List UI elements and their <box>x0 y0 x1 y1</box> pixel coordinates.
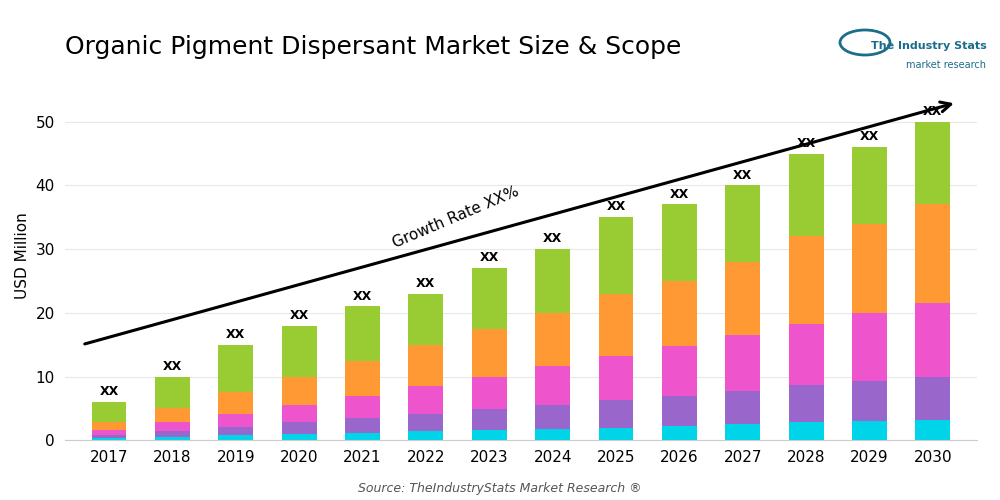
Bar <box>472 409 507 430</box>
Bar <box>472 268 507 329</box>
Bar <box>535 313 570 366</box>
Bar <box>282 405 317 422</box>
Bar <box>155 376 190 408</box>
Bar <box>408 414 443 432</box>
Bar <box>282 376 317 405</box>
Bar <box>535 429 570 440</box>
Bar <box>472 376 507 409</box>
Text: XX: XX <box>353 290 372 302</box>
Text: XX: XX <box>99 385 119 398</box>
Bar <box>472 430 507 440</box>
Text: XX: XX <box>290 308 309 322</box>
Bar <box>789 236 824 324</box>
Bar <box>218 344 253 393</box>
Bar <box>599 428 633 440</box>
Text: XX: XX <box>226 328 245 341</box>
Bar <box>725 262 760 335</box>
Bar <box>852 381 887 421</box>
Bar <box>408 432 443 440</box>
Bar <box>852 147 887 224</box>
Bar <box>599 400 633 427</box>
Text: XX: XX <box>670 188 689 200</box>
Bar <box>155 432 190 437</box>
Bar <box>599 294 633 356</box>
Bar <box>345 306 380 360</box>
Bar <box>662 281 697 346</box>
Text: market research: market research <box>906 60 986 70</box>
Text: XX: XX <box>797 136 816 149</box>
Bar <box>915 420 950 440</box>
Bar <box>662 346 697 396</box>
Text: Source: TheIndustryStats Market Research ®: Source: TheIndustryStats Market Research… <box>358 482 642 495</box>
Bar <box>345 432 380 440</box>
Bar <box>345 360 380 396</box>
Bar <box>915 204 950 304</box>
Bar <box>852 313 887 381</box>
Text: The Industry Stats: The Industry Stats <box>871 41 986 51</box>
Bar <box>408 386 443 413</box>
Bar <box>789 154 824 236</box>
Text: XX: XX <box>543 232 562 245</box>
Bar <box>282 422 317 434</box>
Bar <box>662 426 697 440</box>
Bar <box>789 422 824 440</box>
Text: XX: XX <box>480 252 499 264</box>
Bar <box>725 424 760 440</box>
Bar <box>535 366 570 405</box>
Text: XX: XX <box>733 168 752 181</box>
Text: XX: XX <box>860 130 879 143</box>
Bar <box>915 122 950 204</box>
Text: XX: XX <box>923 105 943 118</box>
Bar <box>92 422 126 430</box>
Bar <box>915 304 950 376</box>
Bar <box>218 435 253 440</box>
Bar <box>789 324 824 386</box>
Bar <box>345 396 380 418</box>
Bar <box>915 376 950 420</box>
Y-axis label: USD Million: USD Million <box>15 212 30 299</box>
Bar <box>535 249 570 313</box>
Text: XX: XX <box>416 277 436 290</box>
Text: Growth Rate XX%: Growth Rate XX% <box>391 184 521 250</box>
Bar <box>155 408 190 422</box>
Bar <box>92 430 126 435</box>
Bar <box>662 204 697 281</box>
Bar <box>852 421 887 440</box>
Bar <box>282 326 317 376</box>
Bar <box>218 427 253 435</box>
Bar <box>852 224 887 313</box>
Bar <box>599 217 633 294</box>
Bar <box>155 422 190 432</box>
Bar <box>408 294 443 344</box>
Bar <box>535 404 570 429</box>
Bar <box>92 402 126 422</box>
Bar <box>789 386 824 422</box>
Bar <box>408 344 443 386</box>
Bar <box>282 434 317 440</box>
Bar <box>599 356 633 400</box>
Bar <box>345 418 380 432</box>
Bar <box>218 414 253 427</box>
Bar <box>725 335 760 390</box>
Bar <box>155 437 190 440</box>
Bar <box>92 438 126 440</box>
Bar <box>725 390 760 424</box>
Text: XX: XX <box>163 360 182 372</box>
Bar <box>472 329 507 376</box>
Text: Organic Pigment Dispersant Market Size & Scope: Organic Pigment Dispersant Market Size &… <box>65 35 681 59</box>
Text: XX: XX <box>606 200 626 213</box>
Bar <box>218 392 253 414</box>
Bar <box>92 435 126 438</box>
Bar <box>725 186 760 262</box>
Bar <box>662 396 697 426</box>
